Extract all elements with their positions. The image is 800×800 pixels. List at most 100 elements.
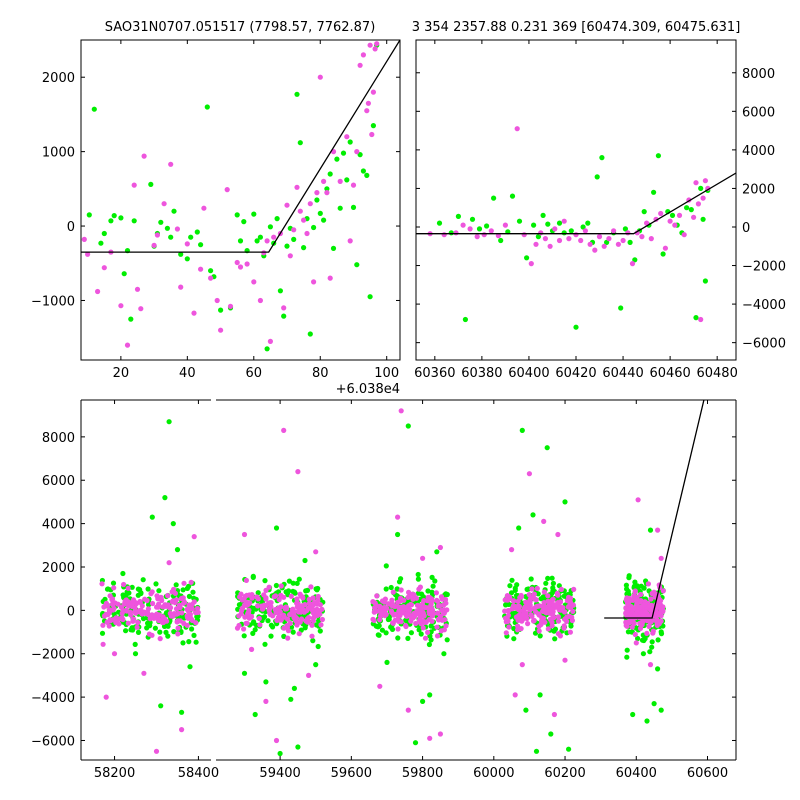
x-tick-label: 60440 (602, 366, 643, 381)
x-tick-label: 60 (246, 366, 263, 381)
green-point (649, 644, 655, 650)
magenta-point (242, 593, 248, 600)
magenta-point (154, 593, 160, 599)
magenta-point (542, 619, 548, 625)
green-point (516, 525, 522, 531)
magenta-point (306, 619, 312, 625)
magenta-point (256, 615, 262, 622)
green-point (268, 633, 274, 639)
magenta-point (100, 622, 106, 628)
y-tick-label: 6000 (742, 105, 775, 120)
green-point (700, 216, 706, 222)
green-point (91, 106, 97, 112)
green-point (297, 140, 303, 146)
magenta-point (633, 640, 639, 646)
green-point (684, 205, 690, 211)
green-point (491, 195, 497, 201)
magenta-point (184, 622, 190, 628)
green-point (516, 218, 523, 224)
magenta-point (251, 279, 257, 285)
magenta-point (702, 178, 709, 184)
x-tick-label: 100 (374, 366, 399, 381)
magenta-point (131, 182, 137, 188)
magenta-point (149, 612, 155, 618)
green-point (444, 637, 450, 643)
green-point (543, 580, 549, 586)
magenta-point (521, 232, 527, 238)
magenta-point (307, 201, 313, 207)
magenta-point (582, 228, 589, 234)
magenta-point (392, 603, 398, 610)
magenta-point (372, 46, 378, 52)
magenta-point (502, 615, 509, 621)
x-tick-label: 60400 (616, 766, 657, 781)
magenta-point (428, 596, 434, 602)
magenta-point (395, 614, 401, 620)
magenta-point (119, 615, 125, 621)
magenta-point (550, 596, 556, 603)
magenta-point (419, 601, 425, 607)
magenta-point (113, 615, 119, 621)
magenta-point (125, 585, 131, 591)
magenta-point (529, 586, 535, 592)
magenta-point (413, 620, 419, 627)
magenta-point (405, 594, 411, 601)
magenta-point (654, 616, 660, 622)
green-point (317, 628, 323, 634)
green-point (291, 685, 297, 692)
green-point (290, 629, 296, 635)
magenta-point (545, 598, 551, 604)
green-point (507, 583, 513, 589)
magenta-point (266, 584, 272, 590)
green-point (540, 594, 546, 600)
magenta-point (398, 619, 404, 625)
magenta-point (567, 629, 574, 635)
green-point (623, 582, 630, 588)
magenta-point (667, 218, 673, 224)
magenta-point (306, 596, 312, 602)
green-point (550, 580, 557, 587)
magenta-point (425, 629, 431, 636)
green-point (99, 630, 106, 636)
magenta-point (626, 595, 633, 601)
green-point (148, 181, 154, 187)
y-tick-label: −1000 (31, 294, 75, 309)
green-point (257, 234, 263, 240)
green-point (350, 204, 357, 210)
magenta-point (179, 727, 185, 733)
magenta-point (364, 108, 370, 114)
green-point (281, 633, 287, 640)
green-point (573, 324, 579, 330)
green-point (252, 711, 258, 718)
x-tick-label: 80 (312, 366, 329, 381)
magenta-point (596, 234, 603, 240)
green-point (294, 91, 300, 97)
green-point (236, 602, 242, 608)
x-tick-label: 58400 (178, 766, 219, 781)
green-point (164, 225, 170, 231)
magenta-point (660, 608, 666, 614)
y-tick-label: −2000 (31, 648, 75, 663)
green-point (121, 271, 127, 277)
magenta-point (255, 603, 261, 609)
magenta-point (436, 617, 442, 623)
magenta-point (632, 588, 638, 594)
magenta-point (578, 237, 584, 244)
magenta-point (377, 604, 383, 610)
green-point (166, 419, 172, 425)
magenta-point (632, 631, 638, 638)
magenta-point (401, 604, 407, 610)
green-point (301, 245, 307, 251)
magenta-point (429, 618, 435, 624)
green-point (158, 219, 164, 225)
y-tick-label: −6000 (31, 734, 75, 749)
green-point (250, 620, 256, 626)
magenta-point (153, 748, 160, 754)
magenta-point (388, 608, 394, 614)
green-point (462, 316, 468, 323)
green-point (178, 251, 184, 257)
green-point (152, 625, 158, 631)
magenta-point (437, 544, 443, 551)
magenta-point (467, 226, 473, 232)
magenta-point (193, 610, 199, 616)
